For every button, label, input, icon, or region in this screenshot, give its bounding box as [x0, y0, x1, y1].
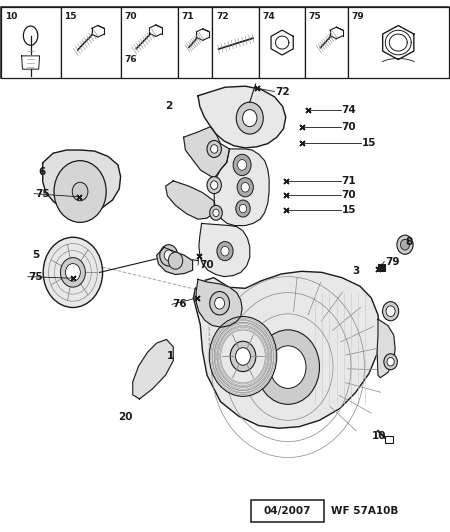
- Circle shape: [207, 140, 221, 157]
- Text: 5: 5: [32, 251, 40, 260]
- Text: 79: 79: [385, 257, 400, 267]
- Circle shape: [43, 237, 103, 307]
- Text: 15: 15: [362, 138, 376, 148]
- Polygon shape: [198, 86, 286, 148]
- Polygon shape: [166, 181, 214, 219]
- Bar: [305, 7, 348, 78]
- Text: 74: 74: [263, 12, 275, 21]
- Circle shape: [243, 110, 257, 127]
- Circle shape: [239, 204, 247, 213]
- Circle shape: [211, 145, 218, 153]
- Text: 8: 8: [405, 237, 412, 247]
- Text: 3: 3: [352, 267, 359, 276]
- Bar: [378, 264, 385, 271]
- Text: 10: 10: [5, 12, 17, 21]
- Text: 15: 15: [64, 12, 77, 21]
- Text: 76: 76: [173, 300, 187, 309]
- Circle shape: [215, 297, 225, 309]
- Polygon shape: [43, 150, 121, 211]
- Circle shape: [213, 209, 219, 217]
- Circle shape: [66, 264, 81, 281]
- Text: 76: 76: [124, 55, 137, 64]
- Circle shape: [210, 205, 222, 220]
- Circle shape: [400, 239, 410, 250]
- Circle shape: [230, 342, 256, 371]
- Circle shape: [236, 102, 263, 134]
- Bar: [121, 7, 178, 78]
- Circle shape: [238, 160, 247, 170]
- Polygon shape: [382, 26, 414, 60]
- Polygon shape: [199, 223, 250, 277]
- Bar: [251, 500, 324, 522]
- Text: 15: 15: [342, 205, 356, 214]
- Polygon shape: [196, 279, 242, 327]
- Circle shape: [397, 235, 413, 254]
- Circle shape: [236, 200, 250, 217]
- Polygon shape: [377, 319, 395, 378]
- Bar: [348, 7, 449, 78]
- Text: 71: 71: [181, 12, 194, 21]
- Text: 04/2007: 04/2007: [264, 506, 311, 516]
- Text: 72: 72: [216, 12, 229, 21]
- Circle shape: [387, 358, 394, 366]
- Circle shape: [210, 292, 230, 315]
- Polygon shape: [214, 149, 269, 226]
- Text: 10: 10: [372, 431, 386, 441]
- Circle shape: [221, 246, 229, 256]
- Bar: [178, 7, 212, 78]
- Circle shape: [237, 178, 253, 197]
- Circle shape: [384, 354, 397, 370]
- Circle shape: [236, 348, 251, 365]
- Circle shape: [217, 242, 233, 261]
- Circle shape: [54, 161, 106, 222]
- Polygon shape: [271, 30, 293, 55]
- Circle shape: [60, 257, 86, 287]
- Text: 6: 6: [39, 168, 46, 177]
- Circle shape: [256, 330, 320, 404]
- Text: 20: 20: [118, 412, 132, 422]
- Circle shape: [382, 302, 399, 321]
- Polygon shape: [157, 247, 193, 275]
- Text: 75: 75: [308, 12, 321, 21]
- Circle shape: [209, 317, 277, 396]
- Text: WF 57A10B: WF 57A10B: [331, 506, 398, 516]
- Polygon shape: [184, 127, 230, 178]
- Circle shape: [160, 245, 178, 266]
- Circle shape: [386, 306, 395, 317]
- Circle shape: [233, 154, 251, 176]
- Circle shape: [72, 182, 88, 201]
- Bar: [1, 7, 61, 78]
- Circle shape: [241, 182, 249, 192]
- Text: 70: 70: [342, 190, 356, 200]
- Polygon shape: [22, 56, 40, 69]
- Polygon shape: [133, 339, 173, 399]
- Text: 75: 75: [35, 189, 50, 198]
- Circle shape: [207, 177, 221, 194]
- Polygon shape: [194, 271, 380, 428]
- Circle shape: [270, 346, 306, 388]
- Bar: [385, 436, 393, 443]
- Bar: [1, 7, 449, 78]
- Circle shape: [164, 250, 173, 261]
- Text: 70: 70: [124, 12, 137, 21]
- Text: 74: 74: [342, 105, 356, 115]
- Bar: [259, 7, 305, 78]
- Text: 1: 1: [166, 352, 174, 361]
- Text: 2: 2: [165, 102, 172, 111]
- Text: 75: 75: [29, 272, 43, 281]
- Circle shape: [211, 181, 218, 189]
- Text: 70: 70: [199, 260, 213, 270]
- Circle shape: [168, 252, 183, 269]
- Text: 71: 71: [342, 176, 356, 186]
- Text: 70: 70: [342, 122, 356, 131]
- Text: 79: 79: [351, 12, 364, 21]
- Bar: [212, 7, 259, 78]
- Text: 72: 72: [275, 87, 290, 96]
- Bar: [61, 7, 121, 78]
